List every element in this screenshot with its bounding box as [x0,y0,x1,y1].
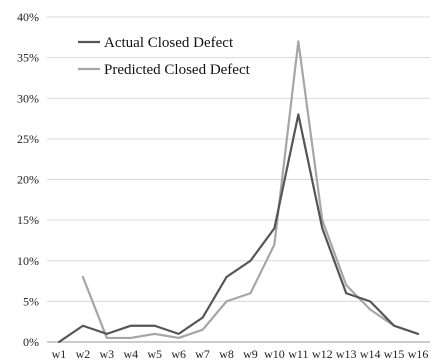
y-tick-label: 5% [23,294,39,308]
x-tick-label: w14 [360,347,381,360]
series-line-actual-closed-defect [57,113,420,344]
y-tick-label: 15% [17,213,39,227]
x-tick-label: w9 [243,347,258,360]
y-tick-label: 25% [17,132,39,146]
y-axis-tick-labels: 0% 5% 10% 15% 20% 25% 30% 35% 40% [17,10,39,349]
y-tick-label: 40% [17,10,39,24]
y-tick-label: 30% [17,91,39,105]
x-tick-label: w15 [384,347,405,360]
x-tick-label: w13 [336,347,357,360]
x-tick-label: w10 [264,347,285,360]
x-tick-label: w16 [408,347,429,360]
x-tick-label: w8 [219,347,234,360]
x-tick-label: w3 [100,347,115,360]
x-tick-label: w12 [312,347,333,360]
legend-label: Predicted Closed Defect [104,62,251,78]
x-tick-label: w2 [76,347,91,360]
series-lines [57,40,420,344]
x-tick-label: w7 [195,347,210,360]
x-tick-label: w4 [123,347,138,360]
x-tick-label: w6 [171,347,186,360]
x-tick-label: w11 [288,347,308,360]
series-line-predicted-closed-defect [81,40,420,340]
y-tick-label: 10% [17,254,39,268]
x-tick-label: w1 [52,347,67,360]
y-tick-label: 35% [17,51,39,65]
y-tick-label: 0% [23,335,39,349]
y-tick-label: 20% [17,173,39,187]
x-tick-label: w5 [147,347,162,360]
x-axis-tick-labels: w1 w2 w3 w4 w5 w6 w7 w8 w9 w10 w11 w12 w13 w14 w15 w16 [52,347,429,360]
gridlines [47,16,430,343]
legend-label: Actual Closed Defect [104,35,234,51]
legend: Actual Closed Defect Predicted Closed Def… [78,35,251,78]
